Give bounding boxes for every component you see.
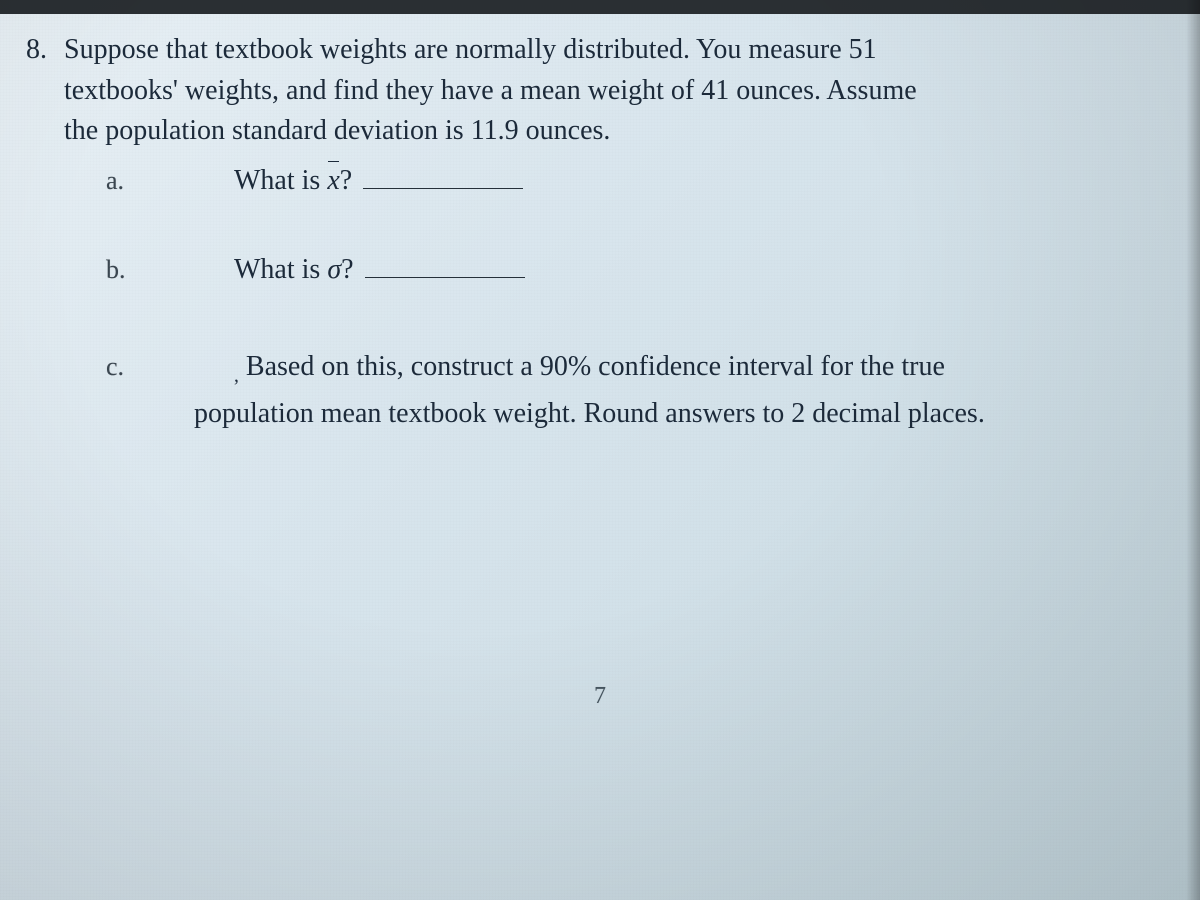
- sigma-symbol: σ: [327, 254, 341, 285]
- part-a: a. What is x?: [64, 158, 1160, 201]
- part-c-text-1: , Based on this, construct a 90% confide…: [234, 345, 945, 392]
- part-c-label: c.: [106, 352, 146, 382]
- part-a-after: ?: [340, 165, 352, 196]
- part-b-blank: [365, 247, 525, 278]
- question-8: 8. Suppose that textbook weights are nor…: [26, 30, 1160, 435]
- part-c: c. , Based on this, construct a 90% conf…: [64, 345, 1160, 435]
- stem-line-1: Suppose that textbook weights are normal…: [64, 34, 877, 65]
- part-c-line-1: c. , Based on this, construct a 90% conf…: [64, 345, 1160, 392]
- right-shadow: [1186, 0, 1200, 900]
- part-b-label: b.: [106, 255, 146, 285]
- page-content: 8. Suppose that textbook weights are nor…: [26, 30, 1160, 435]
- question-number: 8.: [26, 30, 52, 71]
- question-stem: Suppose that textbook weights are normal…: [64, 30, 1160, 152]
- top-dark-bar: [0, 0, 1200, 14]
- part-b-after: ?: [341, 254, 353, 285]
- part-b: b. What is σ?: [64, 247, 1160, 290]
- part-b-text: What is σ?: [234, 247, 525, 290]
- question-body: Suppose that textbook weights are normal…: [64, 30, 1160, 435]
- part-a-before: What is: [234, 165, 327, 196]
- stem-line-2: textbooks' weights, and find they have a…: [64, 75, 917, 106]
- part-c-line-2: population mean textbook weight. Round a…: [194, 392, 1160, 435]
- page-number: 7: [594, 683, 606, 710]
- stem-line-3: the population standard deviation is 11.…: [64, 115, 610, 146]
- part-b-before: What is: [234, 254, 327, 285]
- part-c-text-line1: Based on this, construct a 90% confidenc…: [239, 351, 945, 382]
- part-a-text: What is x?: [234, 158, 523, 201]
- part-a-blank: [363, 158, 523, 189]
- part-a-label: a.: [106, 166, 146, 196]
- xbar-symbol: x: [327, 161, 339, 202]
